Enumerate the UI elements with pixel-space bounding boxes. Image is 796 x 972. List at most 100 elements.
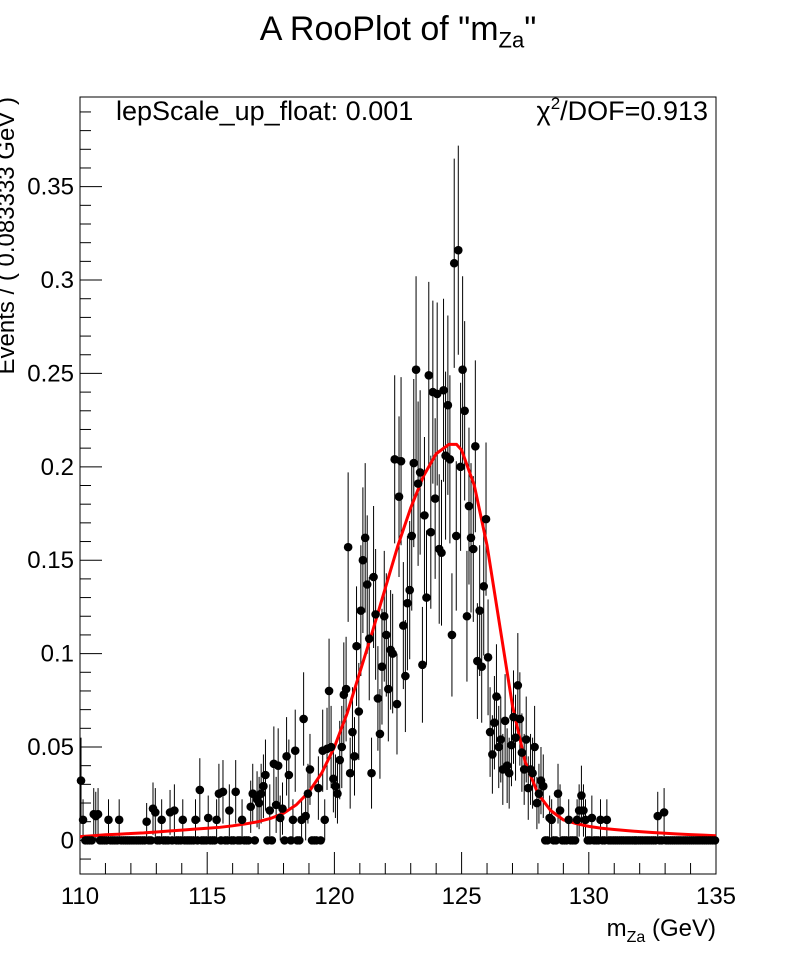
data-point [343,542,353,552]
x-tick-label: 135 [696,883,736,910]
x-tick-label: 115 [188,883,226,910]
data-point [496,735,506,744]
data-point [422,593,431,602]
data-point [451,531,461,541]
data-point [303,789,313,798]
y-tick-label: 0.2 [41,454,74,481]
y-tick-label: 0.1 [41,641,74,668]
data-point [273,761,283,770]
data-point [418,660,427,670]
data-point [570,836,580,845]
data-point [294,836,304,845]
data-point [579,806,588,815]
data-point [377,662,387,671]
data-point [477,662,486,671]
chi2-symbol: χ [537,96,551,126]
data-point [445,455,455,464]
data-point [286,836,296,845]
data-point [114,815,124,825]
data-point [178,815,188,825]
data-point [437,548,446,558]
data-point [356,606,366,615]
data-point [659,808,669,817]
data-point [267,836,277,845]
data-point [284,770,294,780]
data-point [288,815,298,825]
data-point [254,798,264,808]
data-point [282,752,291,761]
data-point [551,836,561,845]
data-point [519,765,529,774]
data-point [231,787,240,797]
data-point [553,789,563,798]
data-point [405,585,415,595]
data-point [469,544,478,554]
y-tick-label: 0.05 [27,734,74,761]
data-point [246,802,256,812]
data-point [218,787,228,797]
data-point [244,836,253,845]
chart-title-suffix: " [524,10,537,48]
data-point [481,514,491,524]
data-point [538,781,548,791]
data-point [195,785,205,795]
data-point [191,815,200,825]
data-point [333,789,342,798]
x-tick-label: 120 [314,883,354,910]
data-point [299,714,308,724]
data-point [511,733,520,742]
data-point [653,811,663,821]
data-point [415,468,425,477]
data-point [407,531,417,541]
data-point [515,714,525,724]
data-point [471,441,480,451]
data-point [170,806,179,815]
data-point [564,815,574,825]
data-point [485,727,495,737]
data-point [500,716,510,726]
data-point [458,365,467,374]
data-point [278,804,287,813]
data-point [430,494,440,503]
x-tick-label: 110 [61,883,99,910]
data-point [479,582,489,591]
data-point [513,681,523,690]
data-point [384,684,393,694]
chi2-sup: 2 [551,94,560,113]
stats-label: lepScale_up_float: 0.001 [116,96,413,126]
data-point [146,836,156,845]
data-point [456,462,465,472]
data-point [534,789,544,798]
data-point [394,492,404,502]
data-point [577,791,586,800]
data-point [413,479,423,488]
data-point [275,813,285,823]
y-tick-label: 0.15 [27,547,74,574]
data-point [373,694,383,703]
data-point [466,533,476,543]
data-point [530,742,539,752]
data-point [271,800,281,810]
data-point [547,815,556,825]
data-point [316,836,325,845]
data-point [462,611,472,621]
data-point [409,458,419,468]
data-point [523,783,533,793]
data-point [449,258,459,268]
y-tick-label: 0.25 [27,360,74,387]
data-point [507,740,516,750]
data-point [360,533,370,543]
data-point [329,774,338,784]
x-axis-label: mZa (GeV) [607,915,716,946]
data-point [483,653,493,662]
data-point [157,815,166,825]
y-tick-label: 0.3 [41,267,74,294]
data-point [331,781,340,791]
data-point [521,735,531,744]
data-point [492,692,501,701]
data-point [464,501,474,511]
data-point [314,783,323,793]
data-point [337,742,347,752]
data-point [490,718,499,728]
